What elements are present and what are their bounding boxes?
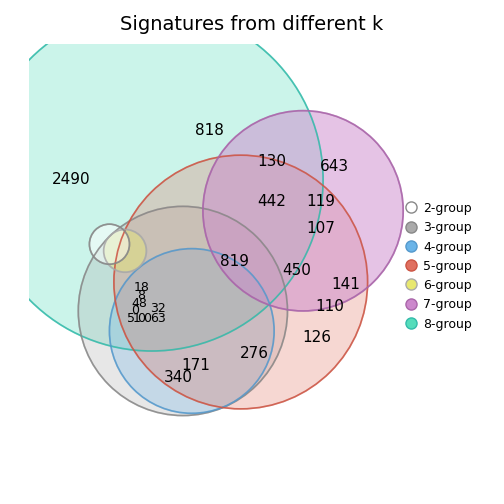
Text: 8: 8 bbox=[138, 289, 146, 302]
Text: 340: 340 bbox=[164, 370, 193, 385]
Text: 48: 48 bbox=[132, 297, 148, 310]
Circle shape bbox=[0, 8, 323, 351]
Text: 18: 18 bbox=[134, 281, 149, 294]
Circle shape bbox=[78, 206, 287, 416]
Text: 119: 119 bbox=[306, 195, 335, 209]
Text: 130: 130 bbox=[258, 154, 286, 169]
Text: 171: 171 bbox=[182, 358, 211, 373]
Text: 0: 0 bbox=[138, 311, 146, 325]
Text: 32: 32 bbox=[150, 302, 165, 315]
Text: 442: 442 bbox=[258, 195, 286, 209]
Text: 141: 141 bbox=[331, 277, 360, 292]
Text: 0: 0 bbox=[143, 311, 151, 325]
Circle shape bbox=[109, 248, 274, 413]
Text: 1: 1 bbox=[132, 311, 140, 325]
Text: 276: 276 bbox=[239, 346, 269, 361]
Text: 63: 63 bbox=[150, 312, 165, 326]
Text: 643: 643 bbox=[320, 159, 349, 174]
Circle shape bbox=[114, 155, 367, 409]
Circle shape bbox=[89, 224, 130, 264]
Text: 5: 5 bbox=[127, 311, 135, 325]
Text: 818: 818 bbox=[195, 123, 224, 138]
Legend: 2-group, 3-group, 4-group, 5-group, 6-group, 7-group, 8-group: 2-group, 3-group, 4-group, 5-group, 6-gr… bbox=[400, 197, 477, 336]
Text: 107: 107 bbox=[306, 221, 335, 236]
Text: 450: 450 bbox=[282, 264, 311, 278]
Circle shape bbox=[104, 229, 146, 272]
Text: 2490: 2490 bbox=[52, 172, 91, 187]
Text: 0: 0 bbox=[131, 304, 139, 318]
Title: Signatures from different k: Signatures from different k bbox=[120, 15, 384, 34]
Circle shape bbox=[203, 111, 403, 311]
Text: 126: 126 bbox=[302, 330, 331, 345]
Text: 110: 110 bbox=[316, 299, 344, 314]
Text: 819: 819 bbox=[220, 255, 248, 270]
